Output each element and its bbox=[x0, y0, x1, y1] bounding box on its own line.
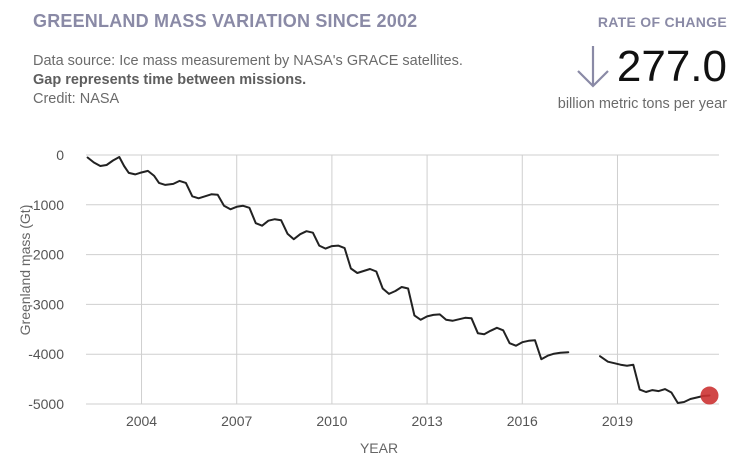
x-tick-label: 2019 bbox=[602, 413, 633, 429]
x-tick-label: 2007 bbox=[221, 413, 252, 429]
y-tick-label: -4000 bbox=[28, 346, 64, 362]
credit-text: Credit: NASA bbox=[33, 91, 120, 107]
chart-description: Data source: Ice mass measurement by NAS… bbox=[33, 52, 553, 109]
chart-axes: 0 -1000 -2000 -3000 -4000 -5000 2004 2007 2010 20… bbox=[28, 147, 633, 429]
y-axis-label: Greenland mass (Gt) bbox=[17, 205, 33, 336]
y-tick-label: -5000 bbox=[28, 396, 64, 412]
arrow-down-icon bbox=[573, 44, 613, 90]
chart-grid bbox=[86, 154, 719, 405]
y-tick-label: -3000 bbox=[28, 296, 64, 312]
latest-data-point bbox=[700, 386, 719, 405]
chart-lines bbox=[86, 156, 719, 405]
rate-of-change-unit: billion metric tons per year bbox=[557, 96, 727, 112]
x-tick-label: 2016 bbox=[507, 413, 538, 429]
rate-of-change-label: RATE OF CHANGE bbox=[597, 14, 727, 30]
y-tick-label: 0 bbox=[56, 147, 64, 163]
gap-note-text: Gap represents time between missions. bbox=[33, 72, 307, 88]
x-tick-label: 2004 bbox=[126, 413, 157, 429]
data-source-text: Data source: Ice mass measurement by NAS… bbox=[33, 53, 463, 69]
y-tick-label: -2000 bbox=[28, 247, 64, 263]
chart-title: GREENLAND MASS VARIATION SINCE 2002 bbox=[33, 11, 418, 31]
series-line bbox=[599, 355, 711, 404]
rate-of-change-value-row: 277.0 bbox=[573, 40, 727, 94]
rate-of-change-value: 277.0 bbox=[616, 42, 727, 91]
series-line bbox=[86, 156, 570, 361]
x-tick-label: 2010 bbox=[316, 413, 347, 429]
x-tick-label: 2013 bbox=[412, 413, 443, 429]
x-axis-label: YEAR bbox=[360, 440, 398, 456]
y-tick-label: -1000 bbox=[28, 197, 64, 213]
